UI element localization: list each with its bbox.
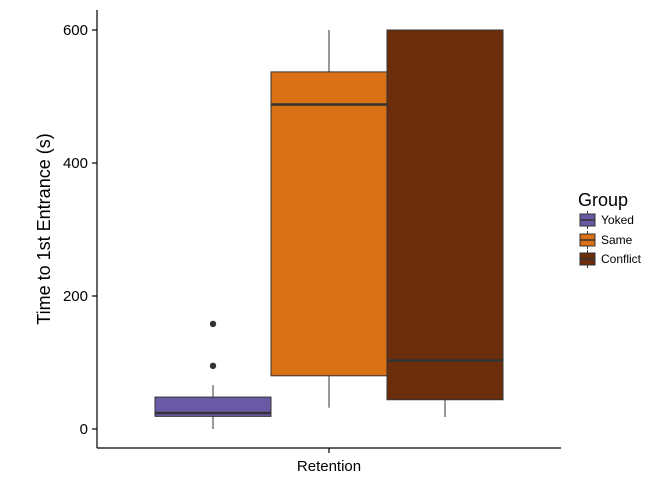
- box-body: [270, 71, 388, 377]
- y-tick-label: 400: [63, 155, 88, 172]
- y-tick-label: 600: [63, 22, 88, 39]
- legend-item-conflict: Conflict: [579, 250, 642, 268]
- box-same: [270, 30, 388, 408]
- legend-item-same: Same: [579, 231, 633, 249]
- outlier-point: [209, 362, 217, 370]
- y-tick-label: 200: [63, 288, 88, 305]
- box-body: [154, 396, 272, 417]
- y-tick-label: 0: [80, 421, 88, 438]
- legend-label: Conflict: [601, 252, 642, 266]
- legend-title: Group: [578, 190, 628, 210]
- legend-item-yoked: Yoked: [579, 211, 634, 229]
- x-tick-layer: Retention: [297, 448, 361, 475]
- y-tick-layer: 0 200 400 600: [63, 22, 97, 438]
- box-yoked: [154, 320, 272, 429]
- x-tick-label: Retention: [297, 458, 361, 475]
- legend-label: Same: [601, 233, 633, 247]
- outlier-point: [209, 320, 217, 328]
- legend-label: Yoked: [601, 213, 634, 227]
- y-axis-title: Time to 1st Entrance (s): [34, 133, 54, 324]
- box-body: [386, 29, 504, 401]
- legend: Group Yoked Same Conflict: [578, 190, 642, 268]
- box-conflict: [386, 29, 504, 418]
- box-layer: [154, 29, 504, 429]
